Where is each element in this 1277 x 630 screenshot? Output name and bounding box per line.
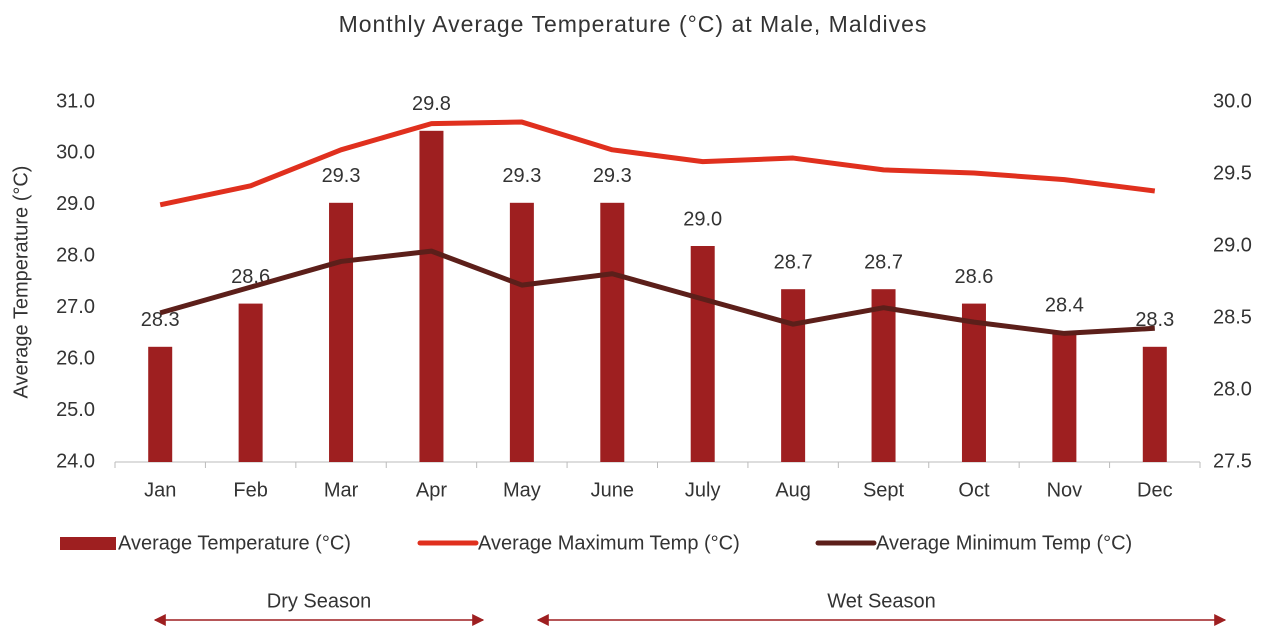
x-tick-label: Nov	[1047, 479, 1083, 501]
bar	[690, 246, 715, 462]
data-label: 28.3	[141, 309, 180, 331]
y-tick-label: 26.0	[56, 347, 95, 369]
bar	[1052, 332, 1077, 462]
bar	[1142, 346, 1167, 462]
y-tick-label: 30.0	[56, 142, 95, 164]
y2-tick-label: 28.0	[1213, 378, 1252, 400]
bar	[600, 202, 625, 463]
x-tick-label: Sept	[863, 479, 905, 501]
season-label: Wet Season	[827, 590, 936, 612]
x-tick-label: Feb	[233, 479, 267, 501]
y2-tick-label: 30.0	[1213, 90, 1252, 112]
line	[159, 119, 1156, 208]
x-tick-label: May	[503, 479, 541, 501]
y-tick-label: 24.0	[56, 450, 95, 472]
data-label: 28.3	[1135, 309, 1174, 331]
y-tick-label: 25.0	[56, 399, 95, 421]
legend-label: Average Temperature (°C)	[118, 532, 351, 554]
data-label: 28.7	[774, 251, 813, 273]
legend-label: Average Maximum Temp (°C)	[478, 532, 740, 554]
data-label: 29.3	[502, 165, 541, 187]
bar	[419, 130, 444, 463]
data-label: 29.8	[412, 93, 451, 115]
x-tick-label: Jan	[144, 479, 176, 501]
bar	[148, 346, 173, 462]
bar	[961, 303, 986, 462]
data-label: 29.3	[593, 165, 632, 187]
season-label: Dry Season	[267, 590, 372, 612]
line	[159, 248, 1155, 336]
legend-swatch	[60, 537, 116, 550]
y-tick-label: 31.0	[56, 90, 95, 112]
data-label: 29.0	[683, 208, 722, 230]
x-tick-label: July	[685, 479, 721, 501]
x-tick-label: Mar	[324, 479, 359, 501]
y-axis-title: Average Temperature (°C)	[10, 166, 32, 399]
bar	[509, 202, 534, 463]
x-tick-label: Dec	[1137, 479, 1173, 501]
x-tick-label: Aug	[775, 479, 811, 501]
bar	[871, 289, 896, 462]
y2-tick-label: 29.0	[1213, 234, 1252, 256]
y-tick-label: 28.0	[56, 245, 95, 267]
data-label: 29.3	[322, 165, 361, 187]
bar	[329, 202, 354, 463]
x-tick-label: Apr	[416, 479, 447, 501]
data-label: 28.4	[1045, 295, 1084, 317]
y2-tick-label: 28.5	[1213, 306, 1252, 328]
legend-label: Average Minimum Temp (°C)	[876, 532, 1132, 554]
y2-tick-label: 27.5	[1213, 450, 1252, 472]
y2-tick-label: 29.5	[1213, 162, 1252, 184]
x-tick-label: Oct	[958, 479, 990, 501]
chart-title: Monthly Average Temperature (°C) at Male…	[339, 11, 928, 37]
data-label: 28.6	[954, 266, 993, 288]
data-label: 28.7	[864, 251, 903, 273]
y-tick-label: 27.0	[56, 296, 95, 318]
y-tick-label: 29.0	[56, 193, 95, 215]
bar	[781, 289, 806, 462]
bar	[238, 303, 263, 462]
x-tick-label: June	[591, 479, 634, 501]
